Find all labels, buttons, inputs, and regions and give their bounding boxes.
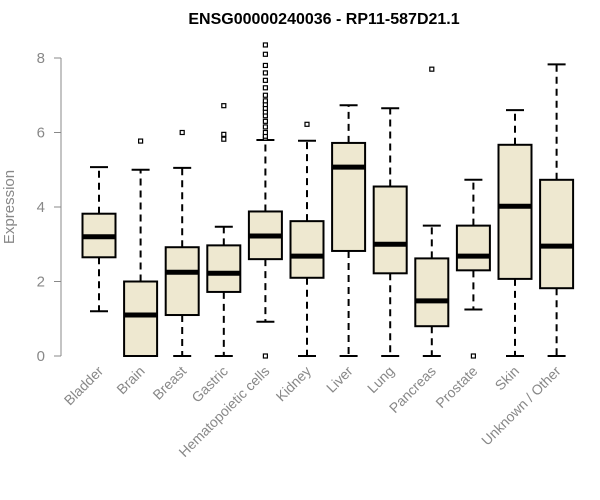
- box-iqr: [539, 178, 575, 290]
- box-iqr: [206, 244, 242, 293]
- box-iqr: [372, 185, 408, 275]
- box-liver: [331, 104, 367, 357]
- box-iqr: [289, 220, 325, 279]
- outlier-point: [221, 103, 227, 109]
- outlier-point: [262, 98, 268, 104]
- outlier-point: [262, 118, 268, 124]
- outlier-point: [262, 42, 268, 48]
- box-kidney: [289, 121, 325, 357]
- box-series: [81, 42, 575, 359]
- x-tick-label: Brain: [113, 363, 147, 397]
- x-tick-label: Lung: [364, 363, 397, 396]
- y-tick-label: 6: [37, 125, 45, 142]
- box-gastric: [206, 103, 242, 357]
- box-bladder: [81, 166, 117, 313]
- outlier-point: [262, 51, 268, 57]
- y-axis: 0 2 4 6 8: [37, 50, 62, 365]
- x-tick-label: Breast: [149, 363, 189, 403]
- outlier-point: [262, 92, 268, 98]
- box-hematopoietic-cells: [247, 42, 283, 359]
- outlier-point: [262, 124, 268, 130]
- box-iqr: [123, 280, 159, 357]
- outlier-point: [262, 353, 268, 359]
- box-lung: [372, 107, 408, 357]
- x-tick-label: Bladder: [61, 363, 107, 409]
- box-prostate: [455, 178, 491, 359]
- box-iqr: [164, 246, 200, 317]
- outlier-point: [221, 131, 227, 137]
- y-tick-label: 4: [37, 199, 45, 216]
- x-tick-label: Liver: [323, 363, 356, 396]
- outlier-point: [262, 70, 268, 76]
- outlier-point: [262, 62, 268, 69]
- box-pancreas: [414, 66, 450, 357]
- y-tick-label: 2: [37, 274, 45, 291]
- box-brain: [123, 138, 159, 357]
- outlier-point: [262, 129, 268, 136]
- box-skin: [497, 109, 533, 357]
- outlier-point: [304, 121, 310, 127]
- outlier-point: [262, 77, 268, 83]
- chart-title: ENSG00000240036 - RP11-587D21.1: [188, 11, 459, 28]
- y-tick-label: 0: [37, 348, 45, 365]
- outlier-point: [179, 129, 185, 136]
- box-breast: [164, 129, 200, 357]
- box-iqr: [497, 143, 533, 280]
- x-tick-label: Prostate: [432, 363, 480, 411]
- x-tick-label: Kidney: [273, 363, 315, 405]
- y-tick-label: 8: [37, 50, 45, 67]
- outlier-point: [221, 136, 227, 142]
- box-unknown-other: [539, 63, 575, 357]
- box-iqr: [331, 141, 367, 252]
- box-iqr: [455, 224, 491, 272]
- outlier-point: [138, 138, 144, 144]
- x-tick-label: Unknown / Other: [478, 363, 564, 449]
- outlier-point: [470, 353, 476, 359]
- outlier-point: [262, 85, 268, 91]
- x-tick-label: Skin: [492, 363, 523, 394]
- y-axis-label: Expression: [1, 170, 18, 244]
- outlier-point: [429, 66, 435, 72]
- box-iqr: [414, 257, 450, 328]
